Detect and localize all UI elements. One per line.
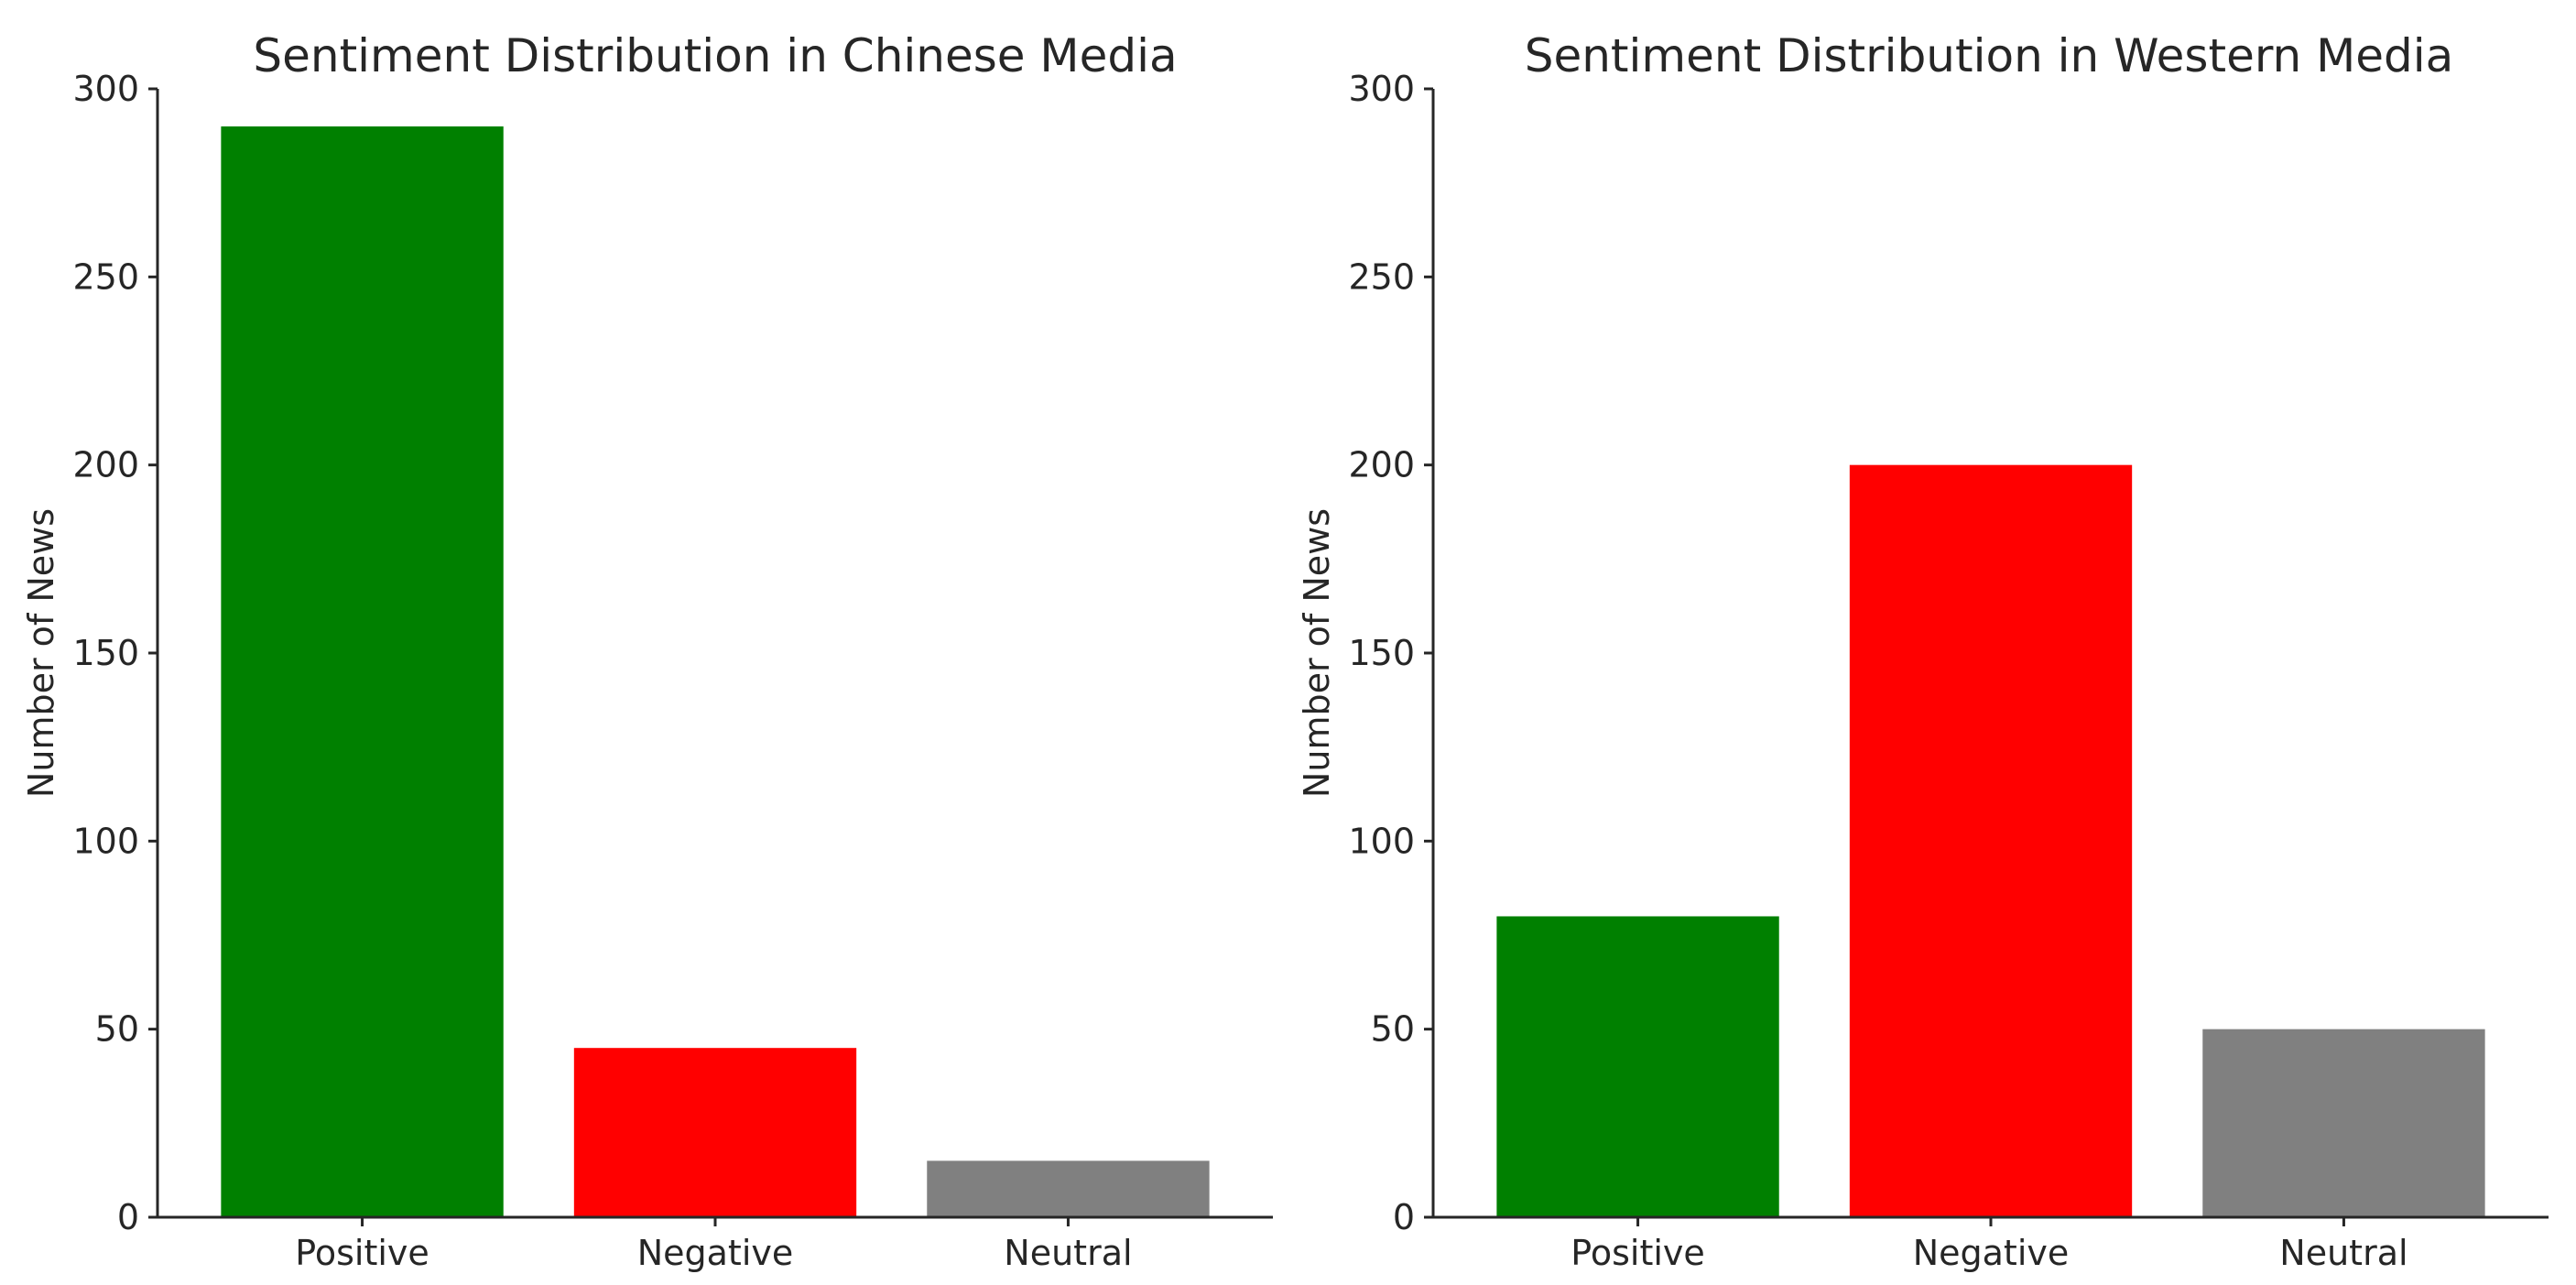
chart-chinese-media: Sentiment Distribution in Chinese Media … [21,29,1273,1273]
bars [221,126,1210,1218]
x-axis-ticks: Positive Negative Neutral [295,1217,1133,1273]
y-tick-label: 100 [1348,821,1415,861]
bars [1496,464,2485,1218]
x-tick-label: Positive [1571,1233,1705,1273]
y-axis-ticks: 0 50 100 150 200 250 300 [72,69,158,1237]
x-tick-label: Neutral [2279,1233,2408,1273]
y-tick-label: 300 [1348,69,1415,109]
y-tick-label: 50 [1371,1009,1415,1050]
y-tick-label: 0 [117,1197,139,1237]
y-tick-label: 150 [72,633,139,673]
x-tick-label: Positive [295,1233,429,1273]
y-tick-label: 200 [1348,445,1415,485]
y-tick-label: 100 [72,821,139,861]
bar-neutral [927,1160,1210,1217]
y-tick-label: 200 [72,445,139,485]
y-tick-label: 250 [72,256,139,297]
y-axis-label: Number of News [1297,508,1337,798]
y-tick-label: 250 [1348,256,1415,297]
bar-negative [1849,464,2133,1218]
y-tick-label: 300 [72,69,139,109]
chart-western-media: Sentiment Distribution in Western Media … [1297,29,2549,1273]
y-tick-label: 150 [1348,633,1415,673]
x-axis-ticks: Positive Negative Neutral [1571,1217,2408,1273]
y-tick-label: 50 [95,1009,139,1050]
y-tick-label: 0 [1393,1197,1415,1237]
bar-negative [573,1048,857,1217]
bar-positive [221,126,504,1218]
x-tick-label: Negative [637,1233,794,1273]
x-tick-label: Negative [1913,1233,2070,1273]
bar-neutral [2202,1029,2485,1217]
bar-positive [1496,916,1779,1217]
y-axis-label: Number of News [21,508,61,798]
y-axis-ticks: 0 50 100 150 200 250 300 [1348,69,1433,1237]
x-tick-label: Neutral [1004,1233,1132,1273]
chart-title: Sentiment Distribution in Chinese Media [253,29,1177,82]
chart-title: Sentiment Distribution in Western Media [1525,29,2454,82]
